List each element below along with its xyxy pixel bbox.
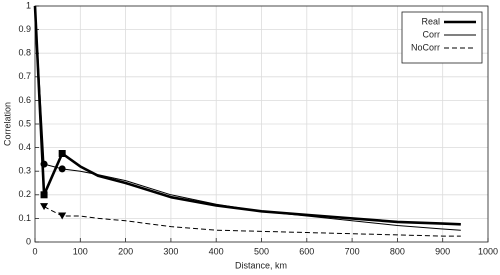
marker <box>40 160 48 168</box>
legend-box <box>401 11 483 64</box>
legend-label: Real <box>421 16 440 26</box>
y-tick-label: 0 <box>26 236 31 246</box>
y-tick-label: 0.7 <box>18 71 31 81</box>
x-tick-label: 800 <box>390 246 405 256</box>
y-tick-label: 0.2 <box>18 189 31 199</box>
marker <box>58 165 66 173</box>
series-line <box>43 206 461 237</box>
x-tick-label: 700 <box>345 246 360 256</box>
x-axis-label: Distance, km <box>235 260 287 270</box>
marker <box>58 212 67 220</box>
marker <box>58 150 66 157</box>
x-tick-label: 300 <box>163 246 178 256</box>
y-tick-label: 0.4 <box>18 142 31 152</box>
y-tick-label: 0.3 <box>18 166 31 176</box>
x-tick-label: 200 <box>118 246 133 256</box>
y-tick-label: 0.1 <box>18 213 31 223</box>
x-tick-label: 900 <box>435 246 450 256</box>
x-tick-label: 1000 <box>478 246 498 256</box>
plot-frame <box>34 5 489 243</box>
series-line <box>34 5 461 231</box>
y-axis-label: Correlation <box>2 102 12 146</box>
x-tick-label: 100 <box>73 246 88 256</box>
x-tick-label: 500 <box>254 246 269 256</box>
y-tick-label: 0.6 <box>18 95 31 105</box>
marker <box>40 203 49 211</box>
legend-label: Corr <box>423 29 441 39</box>
x-tick-label: 600 <box>299 246 314 256</box>
y-tick-label: 0.8 <box>18 48 31 58</box>
x-tick-label: 0 <box>32 246 37 256</box>
y-tick-label: 0.9 <box>18 24 31 34</box>
series-line <box>33 5 461 226</box>
legend-label: NoCorr <box>411 42 440 52</box>
x-tick-label: 400 <box>209 246 224 256</box>
y-tick-label: 0.5 <box>18 118 31 128</box>
y-tick-label: 1 <box>26 0 31 10</box>
marker <box>40 191 48 199</box>
